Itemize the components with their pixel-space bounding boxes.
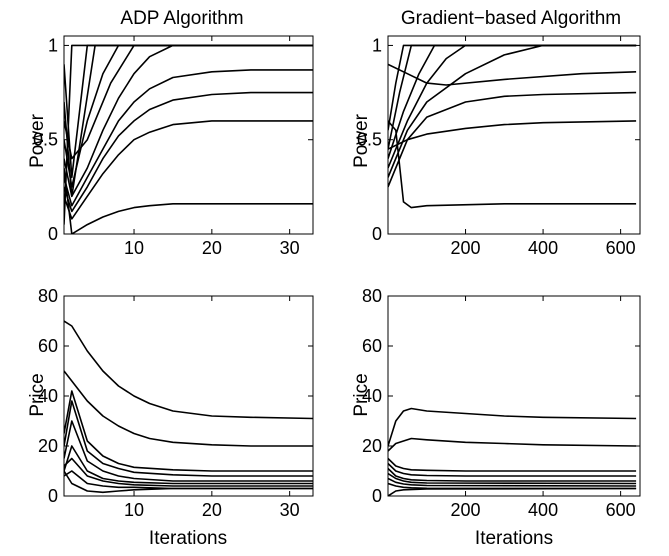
- y-tick-label: 40: [38, 386, 58, 406]
- x-tick-label: 400: [528, 238, 558, 258]
- series-line-1: [64, 320, 313, 420]
- series-line-8: [64, 91, 313, 213]
- gradient-price-panel: Price Iterations 200 400 600 0 20 40 60 80: [351, 286, 641, 549]
- adp-price-panel: Price Iterations 10 20 30 0 20 40 60 80: [27, 286, 314, 549]
- y-tick-label: 1: [372, 35, 382, 55]
- panel-title: Gradient−based Algorithm: [401, 8, 621, 29]
- x-tick-label: 600: [606, 500, 636, 520]
- series-line-3: [388, 44, 637, 159]
- x-tick-label: 200: [451, 500, 481, 520]
- series-line-4: [388, 462, 637, 477]
- x-tick-label: 200: [451, 238, 481, 258]
- series-line-6: [388, 63, 637, 86]
- axes-frame: [387, 295, 641, 497]
- series-line-4: [64, 44, 313, 188]
- y-tick-label: 60: [38, 336, 58, 356]
- x-tick-label: 10: [124, 500, 144, 520]
- y-tick-label: 80: [38, 286, 58, 306]
- series-line-5: [64, 420, 313, 482]
- series-line-1: [388, 407, 637, 447]
- y-tick-label: 0.5: [357, 130, 382, 150]
- series-line-4: [64, 400, 313, 477]
- x-tick-label: 30: [280, 500, 300, 520]
- series-line-6: [388, 472, 637, 485]
- panel-title: ADP Algorithm: [120, 8, 243, 29]
- y-tick-label: 1: [48, 35, 58, 55]
- x-axis-label: Iterations: [149, 528, 227, 549]
- axes-frame: [63, 295, 314, 497]
- x-tick-label: 20: [202, 238, 222, 258]
- x-tick-label: 600: [606, 238, 636, 258]
- x-tick-label: 400: [528, 500, 558, 520]
- series-line-9: [388, 487, 637, 496]
- series-line-5: [388, 467, 637, 482]
- y-tick-label: 80: [362, 286, 382, 306]
- y-tick-label: 60: [362, 336, 382, 356]
- series-line-8: [388, 120, 637, 150]
- y-tick-label: 0: [48, 486, 58, 506]
- series-line-3: [64, 390, 313, 472]
- x-axis-label: Iterations: [475, 528, 553, 549]
- y-axis-label: Power: [351, 113, 372, 168]
- series-line-6: [64, 445, 313, 485]
- x-tick-label: 10: [124, 238, 144, 258]
- series-line-2: [64, 370, 313, 447]
- x-tick-label: 30: [280, 238, 300, 258]
- y-tick-label: 0.5: [33, 130, 58, 150]
- series-line-7: [388, 477, 637, 487]
- series-line-4: [388, 44, 637, 169]
- series-line-7: [64, 69, 313, 207]
- series-line-2: [64, 44, 313, 179]
- series-line-9: [64, 120, 313, 220]
- y-tick-label: 40: [362, 386, 382, 406]
- series-line-9: [388, 120, 637, 209]
- series-line-7: [64, 457, 313, 487]
- y-tick-label: 20: [362, 436, 382, 456]
- series-line-3: [388, 457, 637, 472]
- series-line-10: [64, 167, 313, 234]
- y-tick-label: 0: [372, 224, 382, 244]
- y-tick-label: 0: [48, 224, 58, 244]
- y-axis-label: Price: [351, 373, 372, 416]
- series-line-5: [64, 44, 313, 160]
- x-tick-label: 20: [202, 500, 222, 520]
- adp-power-panel: ADP Algorithm Power 10 20 30 0 0.5 1: [27, 8, 314, 258]
- series-line-7: [388, 91, 637, 188]
- y-axis-label: Power: [27, 113, 48, 168]
- y-tick-label: 0: [372, 486, 382, 506]
- gradient-power-panel: Gradient−based Algorithm Power 200 400 600…: [351, 8, 641, 258]
- series-line-9: [64, 470, 313, 494]
- series-line-5: [388, 44, 637, 178]
- axes-frame: [63, 35, 314, 235]
- series-line-2: [388, 437, 637, 452]
- series-line-6: [64, 44, 313, 198]
- axes-frame: [387, 35, 641, 235]
- y-tick-label: 20: [38, 436, 58, 456]
- y-axis-label: Price: [27, 373, 48, 416]
